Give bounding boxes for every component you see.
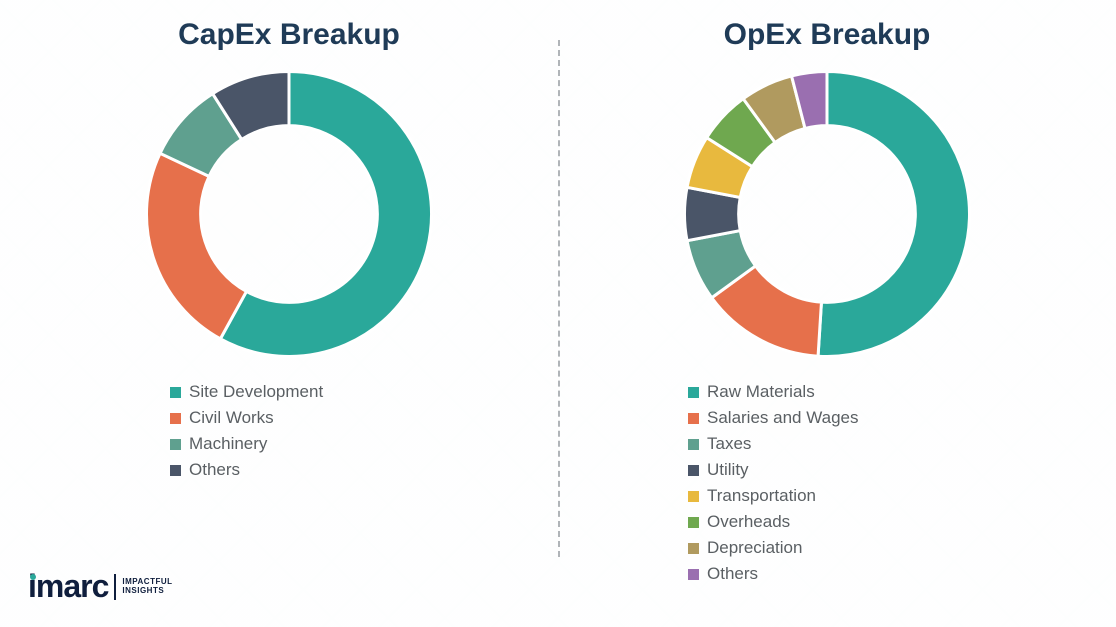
opex-legend-swatch-2 <box>688 439 699 450</box>
logo-tagline: IMPACTFUL INSIGHTS <box>122 578 172 596</box>
opex-legend-swatch-5 <box>688 517 699 528</box>
opex-legend: Raw Materials Salaries and Wages Taxes Util… <box>688 382 859 590</box>
opex-legend-item-1: Salaries and Wages <box>688 408 859 428</box>
opex-donut-svg <box>677 64 977 364</box>
capex-legend-label-2: Machinery <box>189 434 267 454</box>
opex-legend-swatch-0 <box>688 387 699 398</box>
opex-legend-swatch-6 <box>688 543 699 554</box>
opex-legend-label-0: Raw Materials <box>707 382 815 402</box>
charts-container: CapEx Breakup Site Development Civil Work… <box>0 0 1116 627</box>
opex-legend-item-0: Raw Materials <box>688 382 859 402</box>
opex-legend-item-3: Utility <box>688 460 859 480</box>
capex-legend-label-0: Site Development <box>189 382 323 402</box>
capex-legend-label-3: Others <box>189 460 240 480</box>
capex-legend-item-0: Site Development <box>170 382 323 402</box>
opex-legend-swatch-7 <box>688 569 699 580</box>
opex-legend-swatch-3 <box>688 465 699 476</box>
capex-slice-1 <box>147 153 247 339</box>
opex-legend-label-7: Others <box>707 564 758 584</box>
capex-legend-swatch-2 <box>170 439 181 450</box>
capex-legend-item-2: Machinery <box>170 434 323 454</box>
opex-legend-swatch-4 <box>688 491 699 502</box>
opex-panel: OpEx Breakup Raw Materials Salaries and W… <box>558 0 1116 627</box>
capex-legend-swatch-1 <box>170 413 181 424</box>
capex-panel: CapEx Breakup Site Development Civil Work… <box>0 0 558 627</box>
opex-legend-item-4: Transportation <box>688 486 859 506</box>
capex-legend-item-1: Civil Works <box>170 408 323 428</box>
brand-logo: imarc IMPACTFUL INSIGHTS <box>28 568 173 605</box>
opex-legend-label-3: Utility <box>707 460 749 480</box>
capex-legend-label-1: Civil Works <box>189 408 274 428</box>
opex-legend-label-5: Overheads <box>707 512 790 532</box>
opex-legend-label-2: Taxes <box>707 434 751 454</box>
opex-slice-0 <box>818 72 969 357</box>
panel-divider <box>558 40 560 557</box>
capex-legend-swatch-3 <box>170 465 181 476</box>
opex-legend-item-7: Others <box>688 564 859 584</box>
opex-legend-label-1: Salaries and Wages <box>707 408 859 428</box>
opex-legend-label-6: Depreciation <box>707 538 802 558</box>
opex-legend-item-5: Overheads <box>688 512 859 532</box>
capex-donut-svg <box>139 64 439 364</box>
logo-text: imarc <box>28 568 108 605</box>
opex-legend-item-2: Taxes <box>688 434 859 454</box>
capex-title: CapEx Breakup <box>178 18 400 52</box>
opex-legend-label-4: Transportation <box>707 486 816 506</box>
opex-title: OpEx Breakup <box>724 18 931 52</box>
opex-legend-swatch-1 <box>688 413 699 424</box>
capex-legend-swatch-0 <box>170 387 181 398</box>
opex-donut <box>677 64 977 364</box>
capex-legend-item-3: Others <box>170 460 323 480</box>
logo-separator <box>114 574 116 600</box>
logo-tagline-line2: INSIGHTS <box>122 587 172 596</box>
capex-legend: Site Development Civil Works Machinery Othe… <box>170 382 323 486</box>
opex-legend-item-6: Depreciation <box>688 538 859 558</box>
capex-donut <box>139 64 439 364</box>
logo-dot-icon <box>30 574 36 580</box>
